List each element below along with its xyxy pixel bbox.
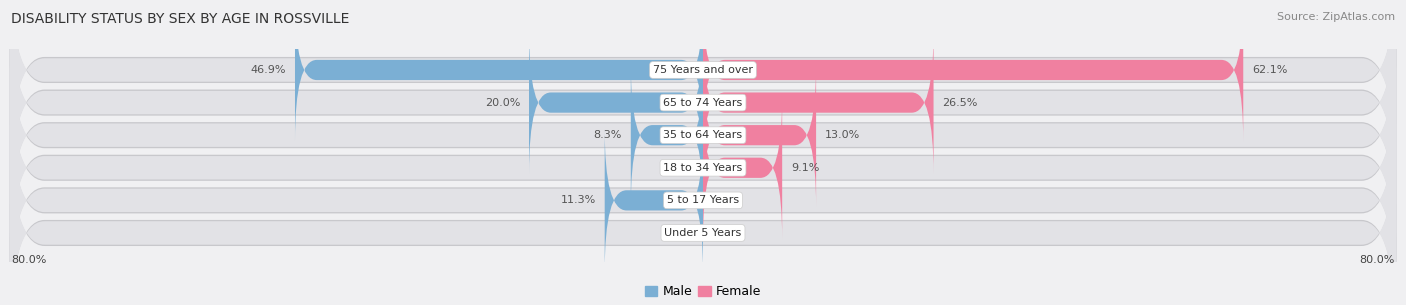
Text: 18 to 34 Years: 18 to 34 Years: [664, 163, 742, 173]
Text: Under 5 Years: Under 5 Years: [665, 228, 741, 238]
FancyBboxPatch shape: [10, 0, 1396, 220]
FancyBboxPatch shape: [703, 64, 815, 206]
Text: 75 Years and over: 75 Years and over: [652, 65, 754, 75]
FancyBboxPatch shape: [529, 31, 703, 174]
FancyBboxPatch shape: [10, 83, 1396, 305]
Text: 9.1%: 9.1%: [790, 163, 820, 173]
Text: 0.0%: 0.0%: [666, 163, 695, 173]
Text: 80.0%: 80.0%: [1360, 255, 1395, 265]
FancyBboxPatch shape: [10, 16, 1396, 254]
Text: 0.0%: 0.0%: [666, 228, 695, 238]
Text: 46.9%: 46.9%: [250, 65, 287, 75]
Text: 0.0%: 0.0%: [711, 228, 740, 238]
Legend: Male, Female: Male, Female: [640, 280, 766, 303]
Text: 8.3%: 8.3%: [593, 130, 621, 140]
FancyBboxPatch shape: [10, 50, 1396, 285]
Text: 0.0%: 0.0%: [711, 196, 740, 205]
Text: 13.0%: 13.0%: [825, 130, 860, 140]
FancyBboxPatch shape: [10, 49, 1396, 286]
Text: 80.0%: 80.0%: [11, 255, 46, 265]
Text: 62.1%: 62.1%: [1251, 65, 1288, 75]
FancyBboxPatch shape: [10, 82, 1396, 305]
FancyBboxPatch shape: [10, 0, 1396, 221]
FancyBboxPatch shape: [10, 116, 1396, 305]
Text: 26.5%: 26.5%: [942, 98, 977, 108]
Text: 65 to 74 Years: 65 to 74 Years: [664, 98, 742, 108]
FancyBboxPatch shape: [10, 0, 1396, 188]
FancyBboxPatch shape: [10, 18, 1396, 253]
FancyBboxPatch shape: [703, 96, 782, 239]
Text: 5 to 17 Years: 5 to 17 Years: [666, 196, 740, 205]
Text: 35 to 64 Years: 35 to 64 Years: [664, 130, 742, 140]
FancyBboxPatch shape: [703, 31, 934, 174]
FancyBboxPatch shape: [10, 114, 1396, 305]
Text: 11.3%: 11.3%: [561, 196, 596, 205]
Text: 20.0%: 20.0%: [485, 98, 520, 108]
FancyBboxPatch shape: [703, 0, 1243, 142]
FancyBboxPatch shape: [631, 64, 703, 206]
FancyBboxPatch shape: [295, 0, 703, 142]
FancyBboxPatch shape: [605, 129, 703, 272]
Text: Source: ZipAtlas.com: Source: ZipAtlas.com: [1277, 12, 1395, 22]
FancyBboxPatch shape: [10, 0, 1396, 187]
Text: DISABILITY STATUS BY SEX BY AGE IN ROSSVILLE: DISABILITY STATUS BY SEX BY AGE IN ROSSV…: [11, 12, 350, 26]
